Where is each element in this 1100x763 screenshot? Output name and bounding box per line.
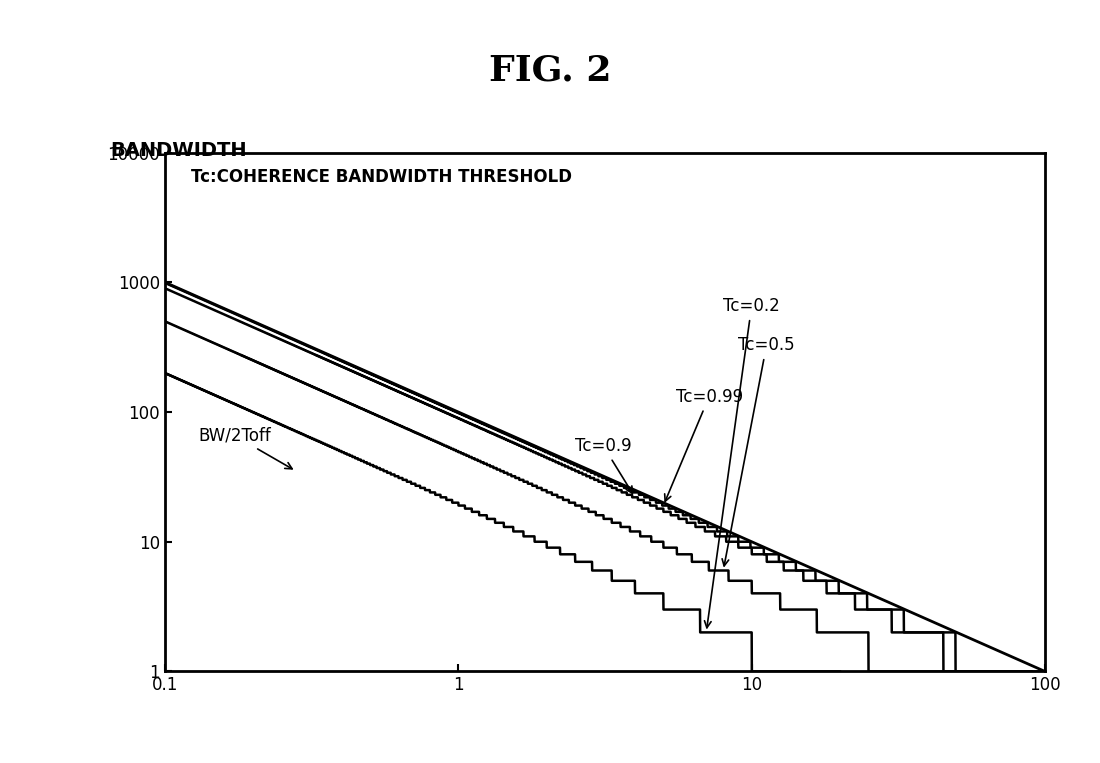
- Text: BANDWIDTH: BANDWIDTH: [110, 141, 246, 160]
- Text: Tc:COHERENCE BANDWIDTH THRESHOLD: Tc:COHERENCE BANDWIDTH THRESHOLD: [191, 168, 572, 186]
- Text: BW/2Toff: BW/2Toff: [198, 427, 293, 468]
- Text: FIG. 2: FIG. 2: [488, 53, 612, 88]
- Text: Tc=0.2: Tc=0.2: [704, 297, 780, 628]
- Text: Tc=0.5: Tc=0.5: [722, 336, 795, 566]
- Text: Tc=0.9: Tc=0.9: [575, 437, 632, 494]
- Text: Tc=0.99: Tc=0.99: [664, 388, 742, 501]
